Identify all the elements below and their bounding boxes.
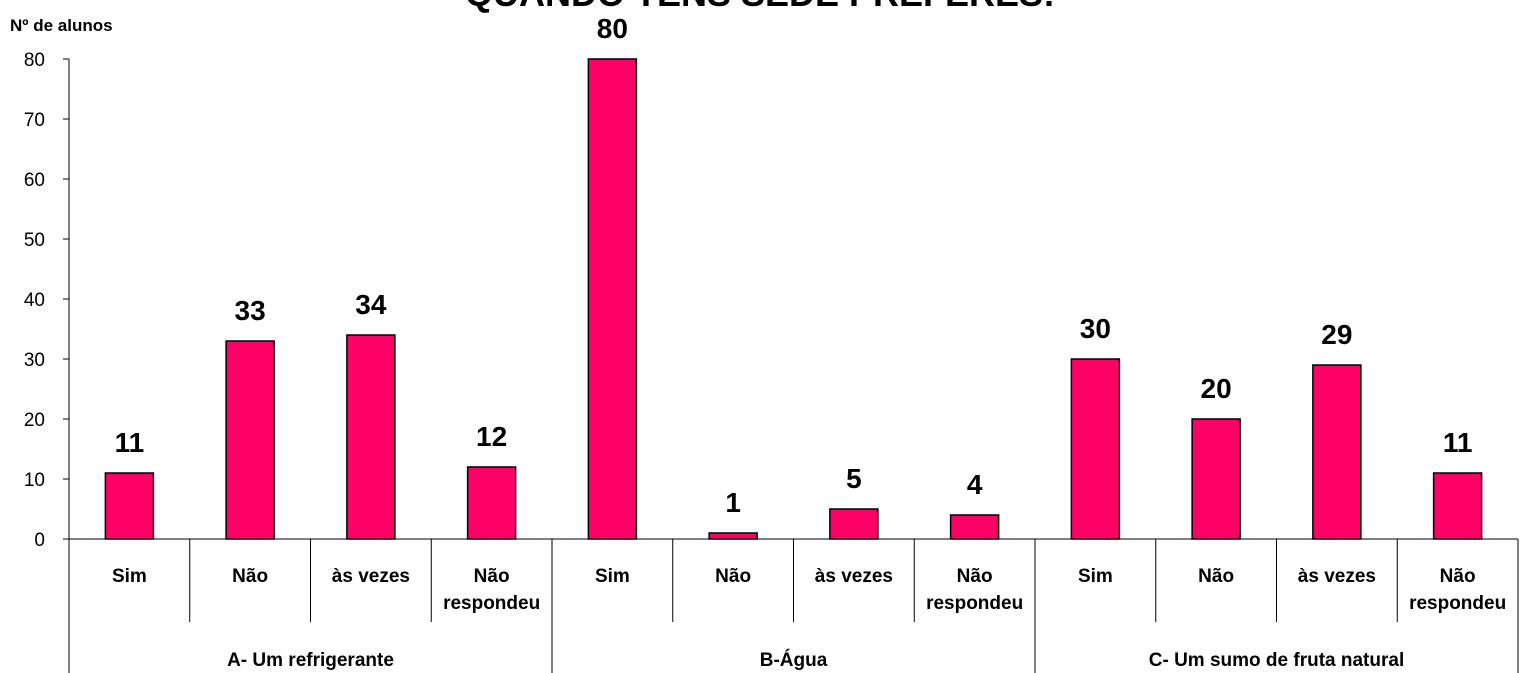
category-label: Não [474, 566, 510, 587]
category-label: respondeu [926, 593, 1023, 614]
data-label: 34 [355, 289, 387, 320]
bar [949, 514, 1000, 540]
category-label: Não [232, 566, 268, 587]
bar [1070, 358, 1121, 540]
bars [104, 58, 1483, 540]
bar [1191, 418, 1241, 540]
category-label: Não [1440, 566, 1476, 587]
bar [829, 508, 879, 540]
y-tick-label: 40 [24, 290, 45, 311]
data-label: 33 [235, 295, 266, 326]
category-label: às vezes [815, 566, 893, 587]
category-label: respondeu [443, 593, 540, 614]
data-label: 80 [597, 13, 628, 44]
category-label: Sim [595, 566, 630, 587]
y-tick-label: 30 [24, 350, 45, 371]
y-tick-label: 80 [24, 50, 45, 71]
data-label: 5 [846, 463, 862, 494]
y-tick-label: 0 [34, 530, 45, 551]
data-label: 12 [476, 421, 507, 452]
bar [1312, 364, 1362, 540]
data-labels: 11 33 34 12 80 1 5 4 30 20 29 11 [115, 13, 1473, 518]
data-label: 1 [725, 487, 741, 518]
category-label: Sim [112, 566, 147, 587]
y-tick-label: 20 [24, 410, 45, 431]
bar [104, 472, 155, 540]
category-label: às vezes [1298, 566, 1376, 587]
bar [346, 334, 396, 540]
bar [225, 340, 275, 540]
axes: 0 10 20 30 40 50 60 70 80 [24, 50, 1519, 673]
category-label: Não [957, 566, 993, 587]
category-label: respondeu [1409, 593, 1506, 614]
bar [1432, 472, 1483, 540]
data-label: 30 [1080, 313, 1111, 344]
category-label: Sim [1078, 566, 1113, 587]
group-label: C- Um sumo de fruta natural [1149, 650, 1404, 671]
bar [587, 58, 638, 540]
category-label: Não [715, 566, 751, 587]
chart-title: QUANDO TENS SEDE PREFERES: [465, 0, 1055, 14]
bar [708, 532, 758, 540]
bar [466, 466, 517, 540]
x-axis-categories: Sim Não às vezes Não respondeu Sim Não às vezes… [112, 566, 1506, 671]
data-label: 11 [1443, 427, 1473, 458]
y-tick-label: 70 [24, 110, 45, 131]
category-label: às vezes [332, 566, 410, 587]
category-label: Não [1198, 566, 1234, 587]
y-tick-label: 60 [24, 170, 45, 191]
data-label: 4 [967, 469, 983, 500]
group-label: A- Um refrigerante [227, 650, 394, 671]
group-label: B-Água [760, 649, 828, 671]
data-label: 20 [1201, 373, 1232, 404]
data-label: 29 [1321, 319, 1352, 350]
y-tick-label: 10 [24, 470, 45, 491]
data-label: 11 [115, 427, 145, 458]
y-axis-label: Nº de alunos [10, 16, 113, 35]
y-tick-label: 50 [24, 230, 45, 251]
